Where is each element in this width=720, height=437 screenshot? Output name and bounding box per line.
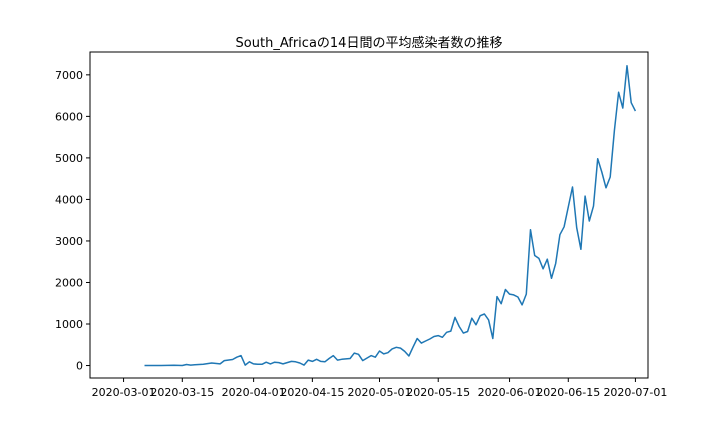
x-tick-label: 2020-06-15 <box>536 386 600 399</box>
y-tick-label: 1000 <box>55 318 83 331</box>
y-tick-label: 5000 <box>55 152 83 165</box>
plot-area-frame <box>89 51 649 379</box>
series-line <box>144 64 637 367</box>
x-tick-label: 2020-03-15 <box>150 386 214 399</box>
x-tick-label: 2020-07-01 <box>603 386 667 399</box>
y-tick-label: 6000 <box>55 110 83 123</box>
y-tick-label: 2000 <box>55 276 83 289</box>
y-tick-label: 0 <box>76 360 83 373</box>
y-tick-label: 3000 <box>55 235 83 248</box>
x-tick-label: 2020-03-01 <box>92 386 156 399</box>
series-layer <box>144 64 637 367</box>
x-tick-label: 2020-05-15 <box>406 386 470 399</box>
x-tick-label: 2020-06-01 <box>478 386 542 399</box>
x-tick-label: 2020-04-01 <box>222 386 286 399</box>
x-tick-label: 2020-04-15 <box>280 386 344 399</box>
y-tick-label: 4000 <box>55 193 83 206</box>
x-tick-label: 2020-05-01 <box>348 386 412 399</box>
chart-title: South_Africaの14日間の平均感染者数の推移 <box>236 35 503 51</box>
y-tick-label: 7000 <box>55 69 83 82</box>
y-axis: 0 1000 2000 3000 4000 5000 6000 7000 <box>55 69 90 373</box>
